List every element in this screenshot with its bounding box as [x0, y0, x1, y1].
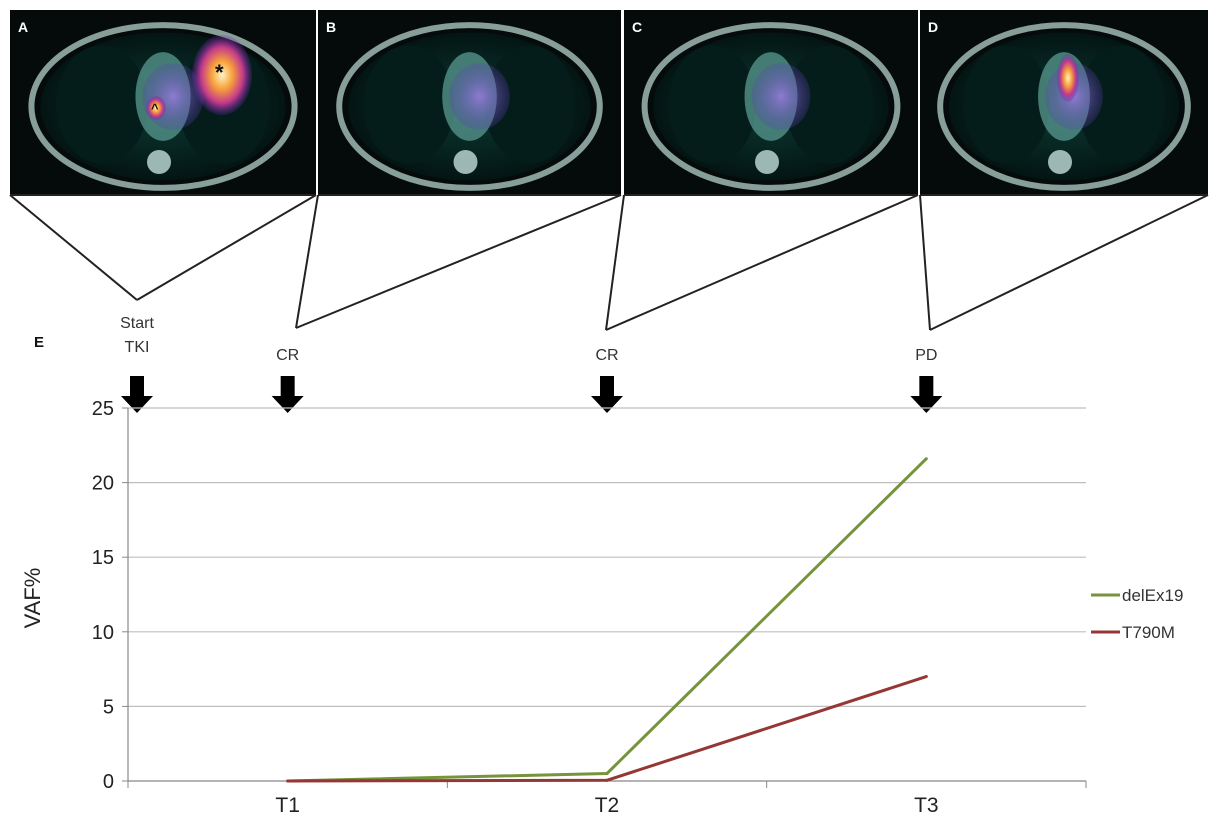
- connector-right: [929, 194, 1209, 331]
- timeline-event: PD: [910, 347, 943, 413]
- series-line-t790m: [287, 675, 927, 783]
- event-label: PD: [915, 347, 937, 364]
- y-tick-label: 15: [92, 547, 114, 569]
- event-label: Start: [120, 315, 154, 332]
- timeline-events: Start TKI CR CR PD: [120, 315, 943, 413]
- legend-label: T790M: [1122, 623, 1175, 642]
- y-tick-label: 5: [103, 696, 114, 718]
- pet-ct-panels: * ^ A B C D: [10, 10, 1208, 195]
- timeline-connectors: [9, 194, 1209, 331]
- timeline-event: CR: [271, 347, 304, 413]
- connector-right: [295, 194, 622, 329]
- down-arrow-icon: [910, 376, 943, 413]
- vertebra: [453, 150, 478, 174]
- vaf-line-chart: 0 5 10 15 20 25 T1 T2 T3 delEx19 T790M: [92, 398, 1184, 817]
- down-arrow-icon: [591, 376, 623, 413]
- right-lung: [55, 45, 148, 164]
- legend-label: delEx19: [1122, 586, 1183, 605]
- uptake-region: [449, 63, 510, 130]
- data-point: [605, 772, 609, 776]
- connector-right: [136, 194, 317, 301]
- data-point: [605, 778, 609, 782]
- vertebra: [755, 150, 779, 174]
- down-arrow-icon: [271, 376, 304, 413]
- vertebra: [147, 150, 171, 174]
- right-lung: [963, 45, 1050, 164]
- connector-left: [9, 194, 138, 301]
- connector-left: [919, 194, 931, 331]
- series-line-delex19: [287, 457, 928, 783]
- event-label: CR: [276, 347, 299, 364]
- panel-label: C: [632, 19, 642, 35]
- recurrence-hotspot: [1057, 54, 1079, 102]
- body-contour: [28, 22, 298, 191]
- y-tick-label: 10: [92, 622, 114, 644]
- panel-label: B: [326, 19, 336, 35]
- down-arrow-icon: [121, 376, 153, 413]
- connector-left: [295, 194, 319, 329]
- timeline-event: CR: [591, 347, 623, 413]
- right-lung: [668, 45, 757, 164]
- right-lung: [363, 45, 455, 164]
- panel-label: A: [18, 19, 28, 35]
- tumor-hotspot: [192, 35, 252, 115]
- body-contour: [937, 22, 1191, 191]
- left-lung: [1078, 45, 1165, 164]
- connector-left: [605, 194, 625, 331]
- vertebra: [1048, 150, 1072, 174]
- y-tick-label: 20: [92, 473, 114, 495]
- panel-label: D: [928, 19, 938, 35]
- x-tick-label: T2: [595, 794, 620, 817]
- uptake-region: [751, 63, 811, 130]
- y-tick-label: 25: [92, 398, 114, 420]
- node-hotspot: [146, 96, 166, 120]
- panel-marker: ^: [151, 101, 159, 116]
- x-tick-label: T1: [275, 794, 300, 817]
- panel-marker: *: [215, 60, 224, 85]
- pet-ct-panel-a: * ^ A: [10, 10, 316, 195]
- data-point: [924, 457, 928, 461]
- panel-e-label: E: [34, 334, 44, 351]
- left-lung: [785, 45, 874, 164]
- y-tick-label: 0: [103, 771, 114, 793]
- event-label: CR: [595, 347, 618, 364]
- body-contour: [336, 22, 603, 191]
- event-label: TKI: [125, 339, 150, 356]
- pet-ct-panel-d: D: [920, 10, 1208, 195]
- data-point: [286, 779, 290, 783]
- data-point: [924, 675, 928, 679]
- x-tick-label: T3: [914, 794, 939, 817]
- left-lung: [484, 45, 576, 164]
- pet-ct-panel-b: B: [318, 10, 621, 195]
- timeline-event: Start TKI: [120, 315, 154, 413]
- connector-right: [605, 194, 919, 331]
- chart-legend: delEx19 T790M: [1091, 586, 1183, 642]
- body-contour: [641, 22, 901, 191]
- pet-ct-panel-c: C: [624, 10, 918, 195]
- y-axis-label: VAF%: [20, 568, 45, 629]
